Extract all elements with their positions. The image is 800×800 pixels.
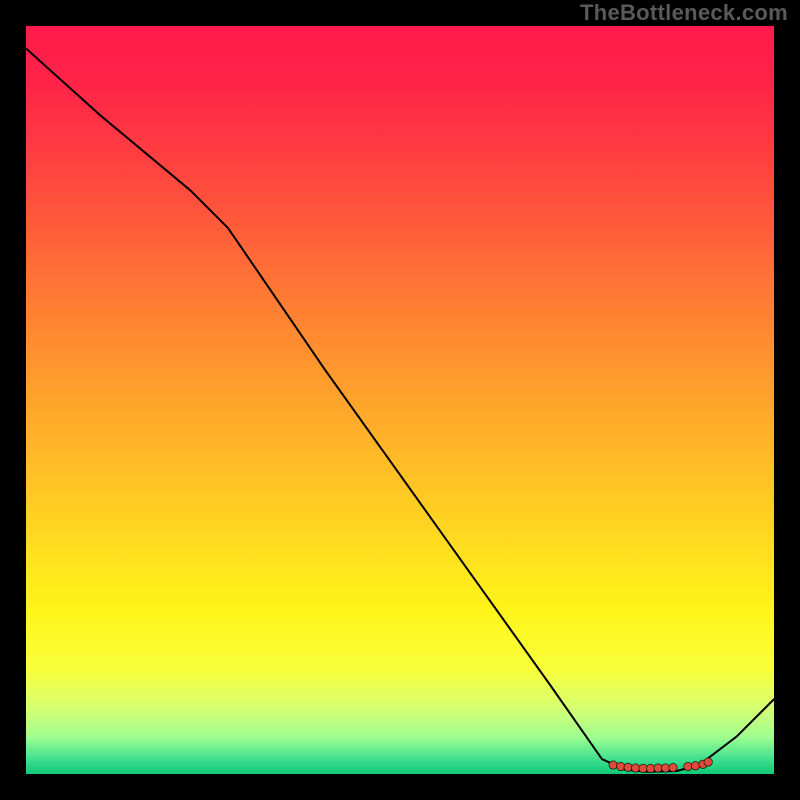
scatter-point: [631, 764, 639, 772]
scatter-point: [616, 762, 624, 770]
scatter-point: [704, 758, 712, 766]
scatter-point: [691, 762, 699, 770]
scatter-point: [661, 764, 669, 772]
scatter-point: [654, 764, 662, 772]
scatter-point: [639, 764, 647, 772]
scatter-point: [646, 764, 654, 772]
scatter-point: [684, 762, 692, 770]
scatter-point: [669, 763, 677, 771]
scatter-point: [624, 763, 632, 771]
watermark-label: TheBottleneck.com: [580, 0, 788, 26]
scatter-point: [609, 761, 617, 769]
bottleneck-chart: [26, 26, 774, 774]
chart-root: TheBottleneck.com: [0, 0, 800, 800]
